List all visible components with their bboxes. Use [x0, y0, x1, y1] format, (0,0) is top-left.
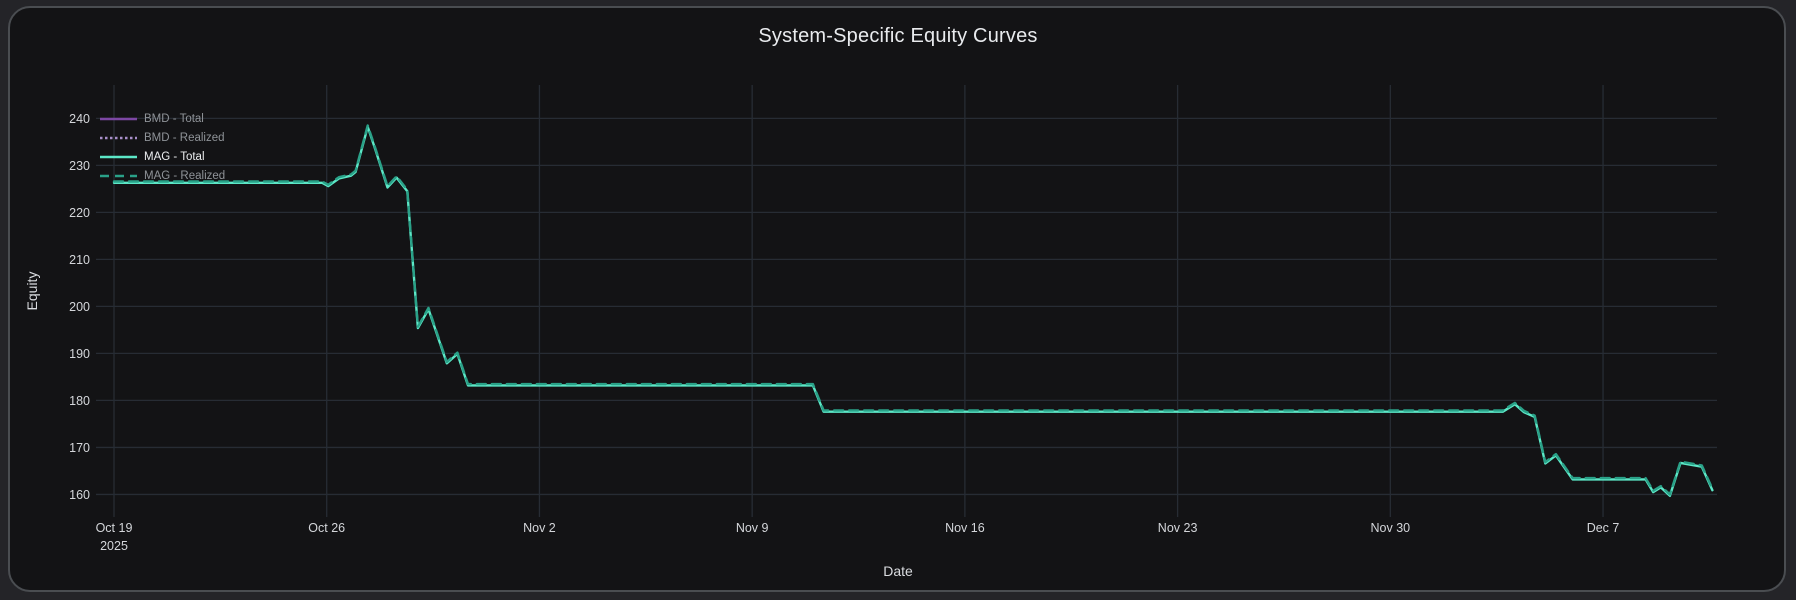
legend-label-mag---total: MAG - Total	[144, 150, 205, 163]
legend-item-mag---total[interactable]: MAG - Total	[100, 147, 225, 166]
y-tick-label-200: 200	[69, 300, 90, 314]
y-tick-label-230: 230	[69, 159, 90, 173]
axis-tick-labels: 160 170 180 190 200 210 220 230 240 Oct 19 2025 Oct…	[69, 112, 1619, 553]
legend-item-mag---realized[interactable]: MAG - Realized	[100, 166, 225, 185]
y-tick-label-160: 160	[69, 488, 90, 502]
x-tick-label-dec-7: Dec 7	[1587, 521, 1620, 535]
x-tick-label-nov-9: Nov 9	[736, 521, 769, 535]
grid-lines	[96, 85, 1717, 517]
x-axis-title: Date	[883, 563, 913, 579]
legend-item-bmd---realized[interactable]: BMD - Realized	[100, 128, 225, 147]
chart-title: System-Specific Equity Curves	[758, 25, 1038, 47]
y-tick-label-210: 210	[69, 253, 90, 267]
legend-label-bmd---realized: BMD - Realized	[144, 131, 225, 144]
x-tick-label-nov-30: Nov 30	[1371, 521, 1411, 535]
legend-label-bmd---total: BMD - Total	[144, 112, 204, 125]
legend-item-bmd---total[interactable]: BMD - Total	[100, 109, 225, 128]
y-axis-title: Equity	[24, 271, 40, 311]
y-tick-label-180: 180	[69, 394, 90, 408]
x-tick-label-nov-2: Nov 2	[523, 521, 556, 535]
x-tick-label-nov-23: Nov 23	[1158, 521, 1198, 535]
x-tick-sublabel-year: 2025	[100, 539, 128, 553]
chart-legend[interactable]: BMD - Total BMD - Realized MAG - Total MAG …	[100, 109, 225, 185]
series-line-mag---total[interactable]	[112, 125, 1714, 497]
legend-label-mag---realized: MAG - Realized	[144, 169, 226, 182]
x-tick-label-oct-19: Oct 19	[96, 521, 133, 535]
legend-sample-line-bmd---total	[100, 117, 137, 120]
y-tick-label-240: 240	[69, 112, 90, 126]
legend-sample-line-mag---total	[100, 155, 137, 158]
x-tick-label-nov-16: Nov 16	[945, 521, 985, 535]
series-lines[interactable]	[112, 124, 1714, 497]
y-tick-label-220: 220	[69, 206, 90, 220]
legend-sample-line-bmd---realized	[100, 136, 137, 139]
series-line-mag---realized[interactable]	[112, 124, 1714, 496]
y-tick-label-170: 170	[69, 441, 90, 455]
x-tick-label-oct-26: Oct 26	[308, 521, 345, 535]
y-tick-label-190: 190	[69, 347, 90, 361]
legend-sample-line-mag---realized	[100, 174, 137, 177]
